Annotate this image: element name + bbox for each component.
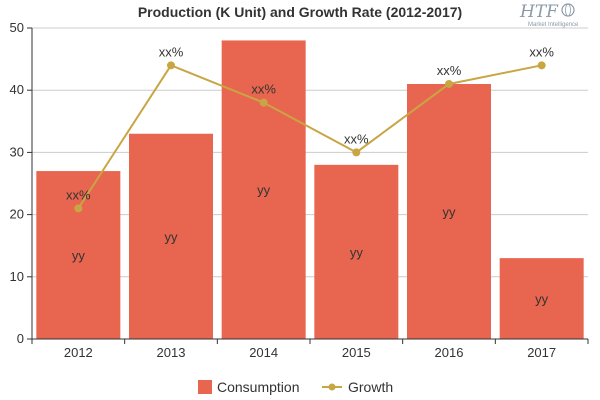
y-tick-label-30: 30 bbox=[10, 144, 24, 159]
growth-data-label-2013: xx% bbox=[159, 44, 184, 59]
logo: HTF Market Intelligence bbox=[519, 2, 579, 28]
legend: Consumption Growth bbox=[198, 379, 393, 395]
logo-mark: HTF bbox=[519, 2, 559, 22]
bar-data-label-2012: yy bbox=[72, 248, 86, 263]
growth-point-2014 bbox=[259, 98, 268, 107]
bar-2017 bbox=[499, 258, 584, 339]
legend-label-consumption: Consumption bbox=[217, 379, 300, 395]
x-tick-label-2015: 2015 bbox=[342, 345, 371, 360]
bar-2014 bbox=[221, 40, 306, 339]
logo-subtitle: Market Intelligence bbox=[528, 22, 579, 28]
bar-2015 bbox=[314, 164, 399, 339]
x-tick-label-2013: 2013 bbox=[157, 345, 186, 360]
line-series bbox=[74, 61, 546, 213]
growth-point-2015 bbox=[352, 148, 361, 157]
legend-swatch-growth-dot bbox=[328, 383, 336, 391]
bar-data-label-2014: yy bbox=[257, 183, 271, 198]
bar-data-label-2017: yy bbox=[535, 292, 549, 307]
growth-point-2016 bbox=[445, 79, 453, 88]
growth-line bbox=[77, 64, 542, 209]
bar-series bbox=[36, 40, 584, 339]
x-tick-label-2016: 2016 bbox=[435, 345, 464, 360]
growth-data-label-2016: xx% bbox=[437, 63, 462, 78]
growth-point-2012 bbox=[74, 204, 83, 213]
globe-icon bbox=[561, 3, 575, 17]
y-tick-label-50: 50 bbox=[10, 20, 24, 35]
bar-data-label-2013: yy bbox=[165, 229, 179, 244]
data-labels: yy yy yy yy yy yy xx% xx% xx% xx% xx% xx% bbox=[66, 44, 554, 306]
growth-point-2013 bbox=[167, 61, 175, 70]
bar-2016 bbox=[407, 83, 491, 339]
gridlines bbox=[32, 27, 588, 278]
bar-data-label-2016: yy bbox=[443, 204, 457, 219]
growth-data-label-2015: xx% bbox=[344, 131, 369, 146]
x-tick-label-2012: 2012 bbox=[64, 345, 93, 360]
y-tick-label-20: 20 bbox=[10, 207, 24, 222]
legend-swatch-consumption bbox=[198, 380, 212, 394]
chart-title: Production (K Unit) and Growth Rate (201… bbox=[138, 4, 462, 20]
x-tick-label-2017: 2017 bbox=[527, 345, 556, 360]
y-tick-label-10: 10 bbox=[10, 269, 24, 284]
bar-2013 bbox=[129, 133, 213, 339]
bar-2012 bbox=[36, 171, 121, 339]
globe-meridian bbox=[565, 3, 571, 17]
growth-point-2017 bbox=[537, 61, 546, 70]
bar-data-label-2015: yy bbox=[350, 245, 364, 260]
growth-data-label-2012: xx% bbox=[66, 187, 91, 202]
growth-data-label-2017: xx% bbox=[529, 44, 554, 59]
x-tick-label-2014: 2014 bbox=[249, 345, 278, 360]
y-tick-label-0: 0 bbox=[17, 331, 24, 346]
legend-label-growth: Growth bbox=[348, 379, 393, 395]
growth-data-label-2014: xx% bbox=[251, 82, 276, 97]
y-tick-label-40: 40 bbox=[10, 82, 24, 97]
axes: 0 10 20 30 40 50 2012 2013 2014 2015 2016 2017 bbox=[10, 20, 589, 360]
